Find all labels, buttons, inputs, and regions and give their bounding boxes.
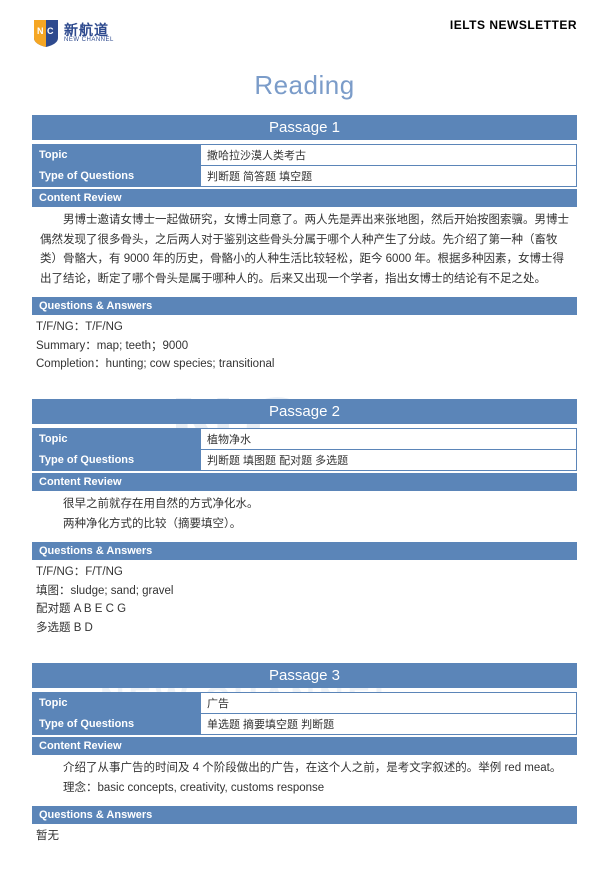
passage-3-types: 单选题 摘要填空题 判断题: [201, 714, 577, 735]
content-line: 理念：basic concepts, creativity, customs r…: [40, 779, 569, 799]
passage-3-qa: 暂无: [32, 824, 577, 849]
content-line: 两种净化方式的比较（摘要填空）。: [40, 515, 569, 535]
qa-line: T/F/NG：T/F/NG: [36, 318, 573, 336]
passage-1-types: 判断题 简答题 填空题: [201, 166, 577, 187]
qa-line: T/F/NG：F/T/NG: [36, 563, 573, 581]
passage-2-qa: T/F/NG：F/T/NG 填图：sludge; sand; gravel 配对…: [32, 560, 577, 641]
passage-3: Passage 3 Topic 广告 Type of Questions 单选题…: [32, 663, 577, 849]
passage-1-title: Passage 1: [32, 115, 577, 140]
logo-shield-icon: N C: [32, 18, 60, 48]
passage-2-types: 判断题 填图题 配对题 多选题: [201, 450, 577, 471]
passage-3-topic: 广告: [201, 693, 577, 714]
qa-bar: Questions & Answers: [32, 806, 577, 824]
passage-3-info-table: Topic 广告 Type of Questions 单选题 摘要填空题 判断题: [32, 692, 577, 735]
svg-text:C: C: [47, 26, 54, 36]
passage-2-title: Passage 2: [32, 399, 577, 424]
passage-1: Passage 1 Topic 撒哈拉沙漠人类考古 Type of Questi…: [32, 115, 577, 377]
qa-line: 多选题 B D: [36, 619, 573, 637]
qa-line: 配对题 A B E C G: [36, 600, 573, 618]
passage-1-content: 男博士邀请女博士一起做研究，女博士同意了。两人先是弄出来张地图，然后开始按图索骥…: [32, 207, 577, 295]
types-label: Type of Questions: [33, 450, 201, 471]
types-label: Type of Questions: [33, 166, 201, 187]
qa-line: 填图：sludge; sand; gravel: [36, 582, 573, 600]
content-review-bar: Content Review: [32, 737, 577, 755]
qa-bar: Questions & Answers: [32, 297, 577, 315]
topic-label: Topic: [33, 145, 201, 166]
page-header: N C 新航道 NEW CHANNEL IELTS NEWSLETTER: [32, 18, 577, 48]
content-review-bar: Content Review: [32, 473, 577, 491]
topic-label: Topic: [33, 693, 201, 714]
logo-text: 新航道 NEW CHANNEL: [64, 23, 114, 43]
qa-line: Completion：hunting; cow species; transit…: [36, 355, 573, 373]
passage-1-qa: T/F/NG：T/F/NG Summary：map; teeth；9000 Co…: [32, 315, 577, 377]
passage-2-content: 很早之前就存在用自然的方式净化水。 两种净化方式的比较（摘要填空）。: [32, 491, 577, 540]
passage-3-title: Passage 3: [32, 663, 577, 688]
svg-text:N: N: [37, 26, 44, 36]
newsletter-label: IELTS NEWSLETTER: [450, 18, 577, 32]
passage-1-topic: 撒哈拉沙漠人类考古: [201, 145, 577, 166]
main-title: Reading: [32, 70, 577, 101]
passage-3-content: 介绍了从事广告的时间及 4 个阶段做出的广告，在这个人之前，是考文字叙述的。举例…: [32, 755, 577, 804]
qa-bar: Questions & Answers: [32, 542, 577, 560]
qa-line: 暂无: [36, 827, 573, 845]
passage-1-info-table: Topic 撒哈拉沙漠人类考古 Type of Questions 判断题 简答…: [32, 144, 577, 187]
topic-label: Topic: [33, 429, 201, 450]
passage-2-info-table: Topic 植物净水 Type of Questions 判断题 填图题 配对题…: [32, 428, 577, 471]
types-label: Type of Questions: [33, 714, 201, 735]
qa-line: Summary：map; teeth；9000: [36, 337, 573, 355]
logo-cn-text: 新航道: [64, 23, 114, 37]
passage-2-topic: 植物净水: [201, 429, 577, 450]
content-review-bar: Content Review: [32, 189, 577, 207]
content-line: 介绍了从事广告的时间及 4 个阶段做出的广告，在这个人之前，是考文字叙述的。举例…: [40, 759, 569, 779]
page-container: N C 新航道 NEW CHANNEL IELTS NEWSLETTER Rea…: [0, 0, 609, 870]
passage-2: Passage 2 Topic 植物净水 Type of Questions 判…: [32, 399, 577, 641]
content-line: 很早之前就存在用自然的方式净化水。: [40, 495, 569, 515]
logo-en-text: NEW CHANNEL: [64, 37, 114, 43]
logo: N C 新航道 NEW CHANNEL: [32, 18, 114, 48]
